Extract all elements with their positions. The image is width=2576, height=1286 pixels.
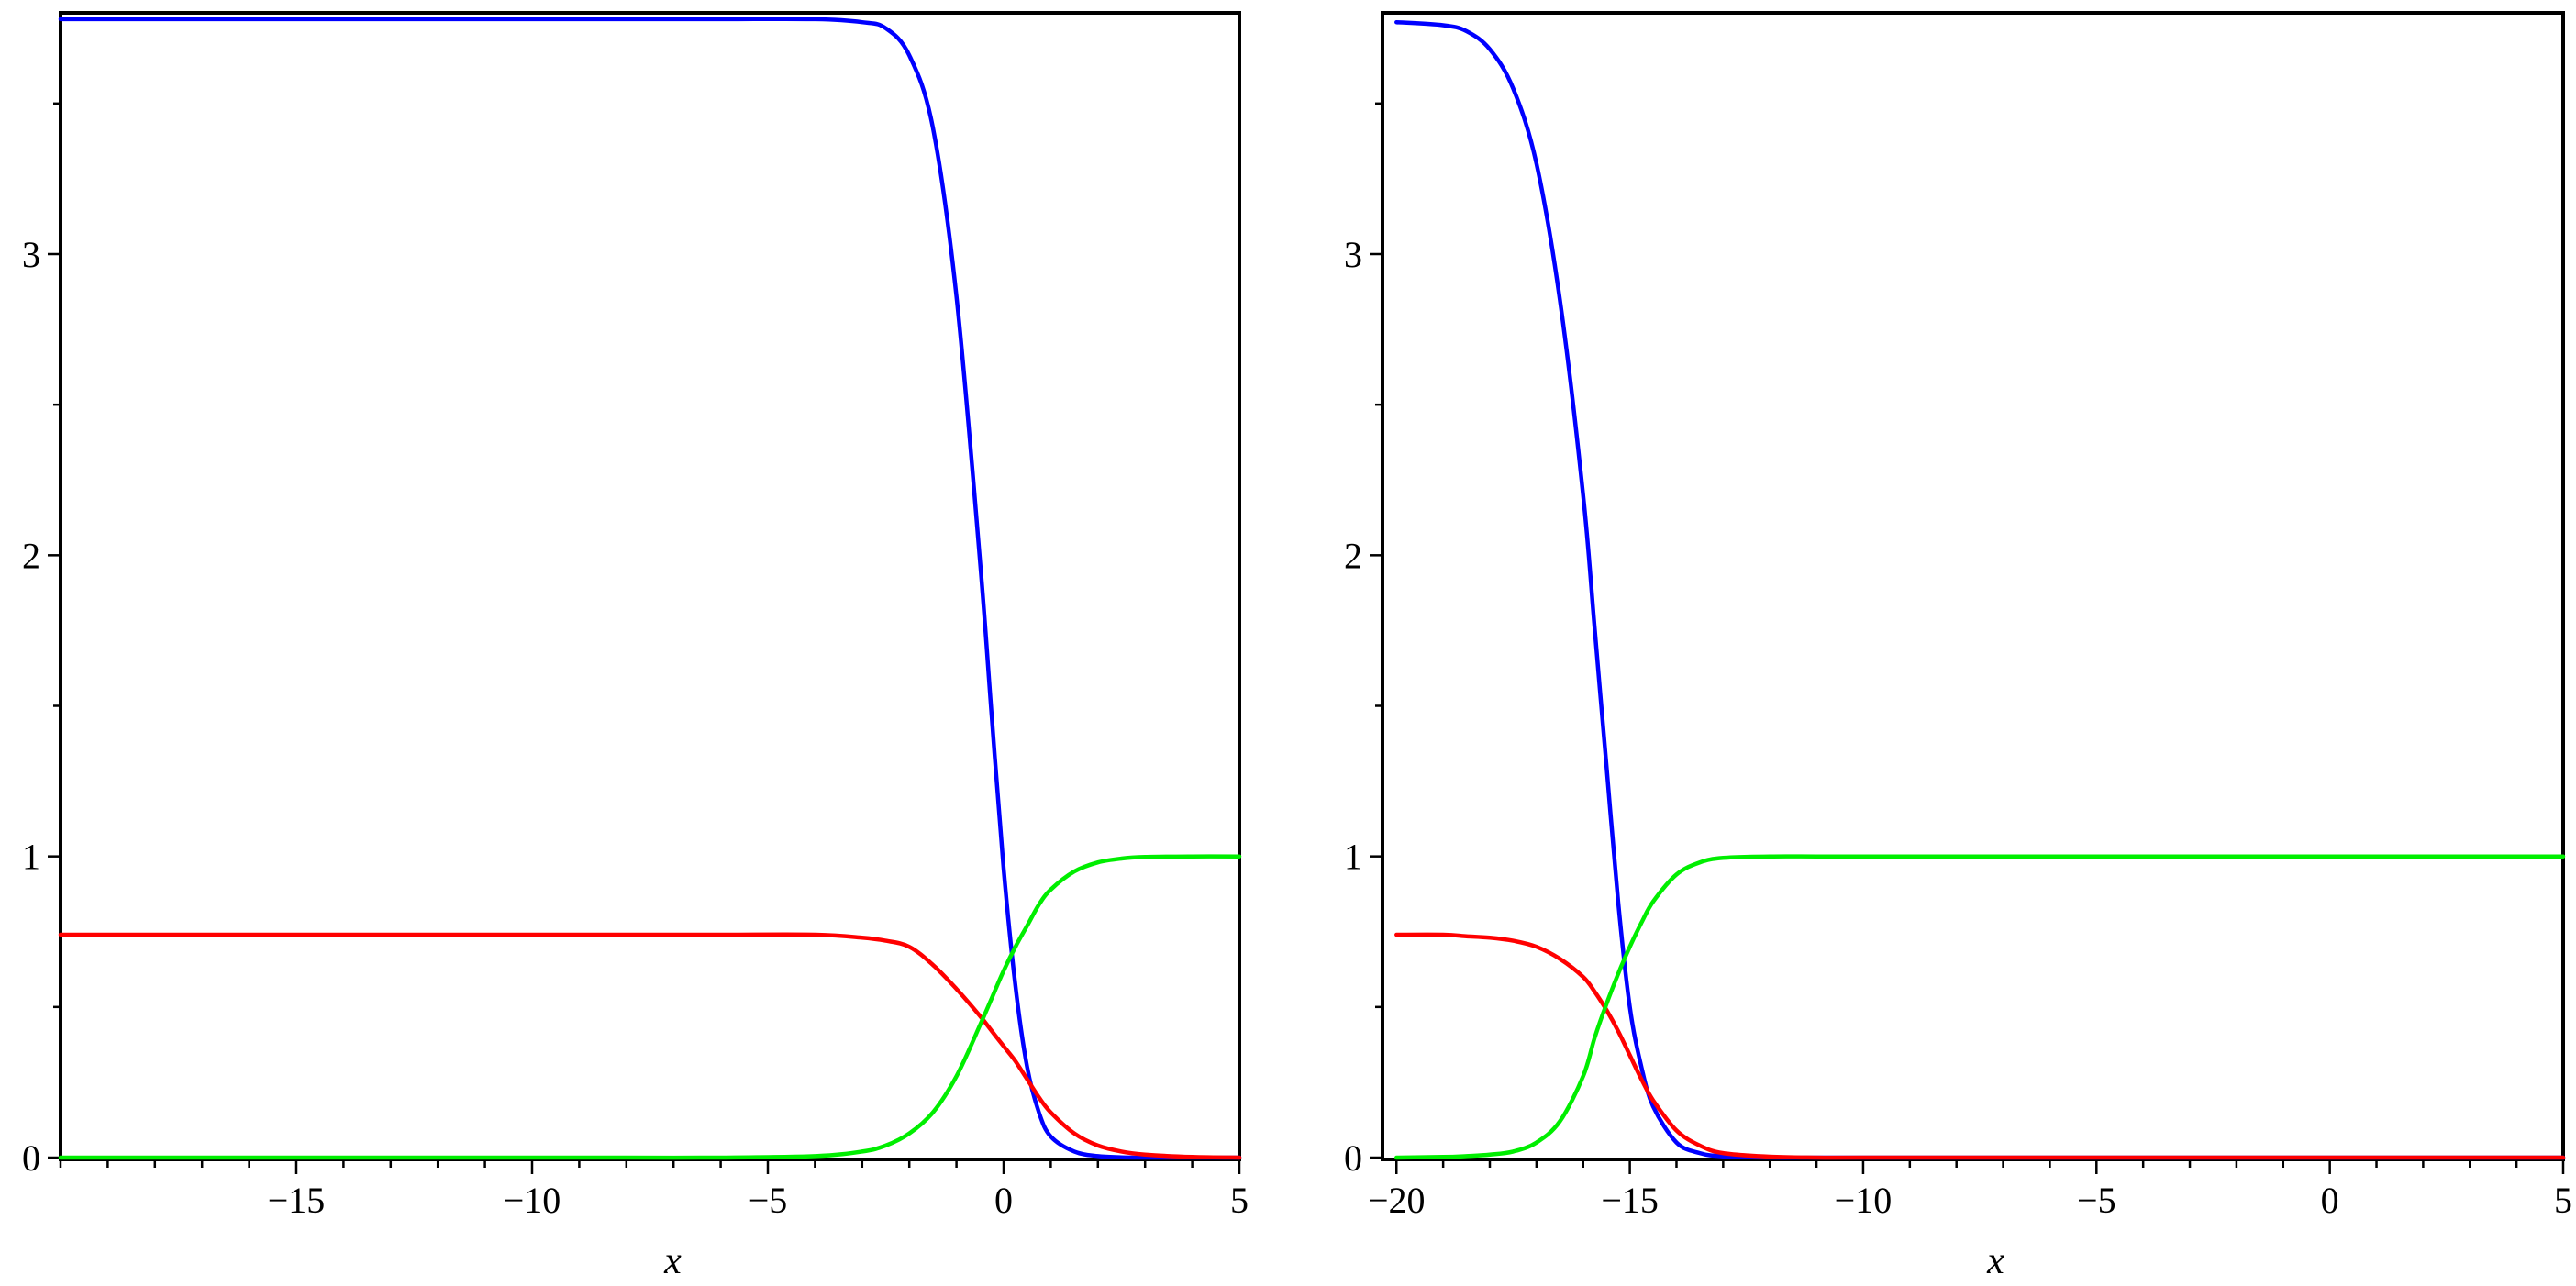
x-tick-label: −5	[749, 1180, 788, 1221]
x-tick-label: 5	[2554, 1180, 2572, 1221]
x-tick-label: −20	[1368, 1180, 1426, 1221]
series-line-1	[1394, 19, 2566, 1160]
x-tick-label: −15	[1601, 1180, 1659, 1221]
y-tick-label: 1	[1344, 837, 1362, 878]
x-tick-label: 5	[1230, 1180, 1249, 1221]
y-tick-label: 3	[22, 234, 40, 275]
y-tick-label: 2	[1344, 535, 1362, 576]
y-tick-label: 0	[22, 1137, 40, 1179]
x-axis-title: x	[663, 1240, 682, 1282]
series-line-3	[58, 854, 1242, 1160]
x-tick-label: 0	[994, 1180, 1013, 1221]
plot-frame	[1381, 11, 2565, 1161]
x-tick-label: 0	[2321, 1180, 2339, 1221]
series-line-3	[1394, 854, 2566, 1160]
x-tick-label: −15	[268, 1180, 326, 1221]
series-line-1	[58, 17, 1242, 1160]
y-tick-label: 3	[1344, 234, 1362, 275]
x-tick-label: −5	[2077, 1180, 2116, 1221]
y-tick-label: 0	[1344, 1137, 1362, 1179]
chart-right: −20 −15 −10 −5 0 5 0 1 2 3 x	[1344, 11, 2572, 1282]
plot-frame	[59, 11, 1241, 1161]
x-tick-label: −10	[1835, 1180, 1893, 1221]
series-line-2	[1394, 932, 2566, 1160]
y-tick-label: 2	[22, 535, 40, 576]
series-line-2	[58, 932, 1242, 1160]
x-tick-label: −10	[504, 1180, 561, 1221]
y-tick-label: 1	[22, 837, 40, 878]
x-axis-title: x	[1986, 1240, 2004, 1282]
chart-left: −15 −10 −5 0 5 0 1 2 3 x	[22, 11, 1249, 1282]
